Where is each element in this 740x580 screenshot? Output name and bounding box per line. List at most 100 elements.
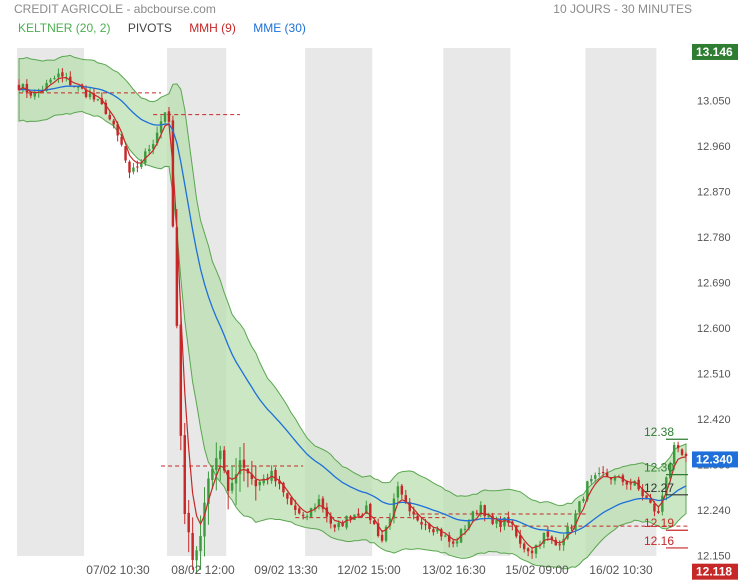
- candle: [250, 460, 254, 485]
- x-tick-label: 13/02 16:30: [422, 563, 486, 577]
- candle: [345, 515, 348, 530]
- candle: [33, 89, 36, 100]
- y-tick-label: 12.240: [697, 505, 731, 517]
- candle: [317, 494, 321, 510]
- y-tick-label: 13.050: [697, 96, 731, 108]
- candle: [613, 474, 617, 485]
- candle: [416, 514, 419, 522]
- candle: [17, 79, 21, 92]
- candle: [211, 465, 214, 490]
- candle: [392, 493, 396, 524]
- candle: [124, 146, 127, 163]
- candle: [526, 547, 530, 557]
- candle: [242, 442, 246, 482]
- svg-text:13.146: 13.146: [696, 45, 733, 59]
- candle: [582, 496, 585, 503]
- candle: [238, 446, 242, 492]
- candle: [195, 546, 198, 574]
- candle: [388, 513, 392, 530]
- badge-high: 13.146: [692, 43, 738, 60]
- candle: [558, 540, 561, 551]
- candle: [234, 458, 238, 506]
- candle: [641, 484, 644, 501]
- candle: [120, 134, 123, 147]
- candle: [451, 539, 455, 548]
- candle: [432, 526, 435, 536]
- candle: [408, 498, 411, 517]
- candle: [187, 500, 190, 553]
- candle: [207, 471, 210, 525]
- pivot-level-label: 12.30: [644, 461, 674, 475]
- candle: [562, 534, 565, 551]
- candle: [309, 507, 313, 518]
- candle: [436, 526, 439, 534]
- candle: [183, 422, 186, 525]
- candle: [100, 92, 104, 105]
- session-shade: [17, 48, 85, 556]
- candle: [290, 496, 293, 506]
- y-tick-label: 12.600: [697, 323, 731, 335]
- candle: [179, 306, 183, 451]
- candle: [578, 500, 581, 515]
- candle: [657, 507, 660, 514]
- candle: [167, 107, 171, 127]
- svg-text:12.118: 12.118: [696, 565, 732, 579]
- candle: [128, 160, 131, 179]
- candle: [88, 87, 92, 100]
- candle: [274, 467, 277, 487]
- legend: KELTNER (20, 2) PIVOTS MMH (9) MME (30): [18, 21, 320, 35]
- svg-text:12.340: 12.340: [696, 452, 733, 466]
- mmh-9-line: [18, 76, 687, 549]
- candle: [447, 531, 451, 548]
- candle: [104, 99, 108, 115]
- candle: [321, 496, 325, 513]
- candle: [112, 118, 115, 129]
- candle: [325, 502, 329, 523]
- candle: [396, 481, 400, 504]
- candle: [108, 111, 111, 121]
- candle: [444, 533, 447, 538]
- pivot-level-label: 12.19: [644, 516, 674, 530]
- x-tick-label: 07/02 10:30: [86, 563, 150, 577]
- chart-period: 10 JOURS - 30 MINUTES: [553, 2, 692, 16]
- badge-last: 12.340: [692, 451, 738, 468]
- candle: [605, 468, 609, 477]
- y-tick-label: 12.150: [697, 551, 731, 563]
- legend-mmh: MMH (9): [189, 21, 236, 35]
- candle: [25, 79, 29, 99]
- candle: [522, 542, 526, 553]
- x-tick-label: 09/02 13:30: [254, 563, 318, 577]
- candle: [140, 159, 143, 170]
- candle: [297, 506, 301, 515]
- candle: [219, 445, 222, 481]
- candle: [594, 472, 597, 483]
- candle: [191, 517, 194, 570]
- y-tick-label: 12.420: [697, 414, 731, 426]
- x-tick-label: 15/02 09:00: [505, 563, 569, 577]
- candle: [144, 148, 147, 166]
- candle: [53, 75, 56, 80]
- candle: [333, 524, 336, 532]
- x-tick-label: 16/02 10:30: [589, 563, 653, 577]
- candle: [305, 514, 309, 521]
- candle: [148, 144, 151, 156]
- mme-30-line: [18, 85, 687, 534]
- candle: [203, 487, 206, 557]
- keltner-band: [18, 54, 687, 570]
- candle: [570, 524, 573, 532]
- candle: [49, 77, 52, 84]
- candle: [369, 502, 372, 525]
- y-tick-label: 12.960: [697, 141, 731, 153]
- pivot-level-label: 12.27: [644, 481, 674, 495]
- candle: [625, 480, 629, 490]
- candle: [282, 481, 285, 497]
- legend-keltner: KELTNER (20, 2): [18, 21, 111, 35]
- candle: [278, 476, 281, 490]
- candle: [96, 98, 100, 102]
- y-tick-label: 12.870: [697, 187, 731, 199]
- y-tick-label: 12.510: [697, 369, 731, 381]
- pivot-level-label: 12.38: [644, 425, 674, 439]
- candle: [420, 518, 423, 530]
- candle: [372, 520, 376, 526]
- candle: [215, 442, 218, 491]
